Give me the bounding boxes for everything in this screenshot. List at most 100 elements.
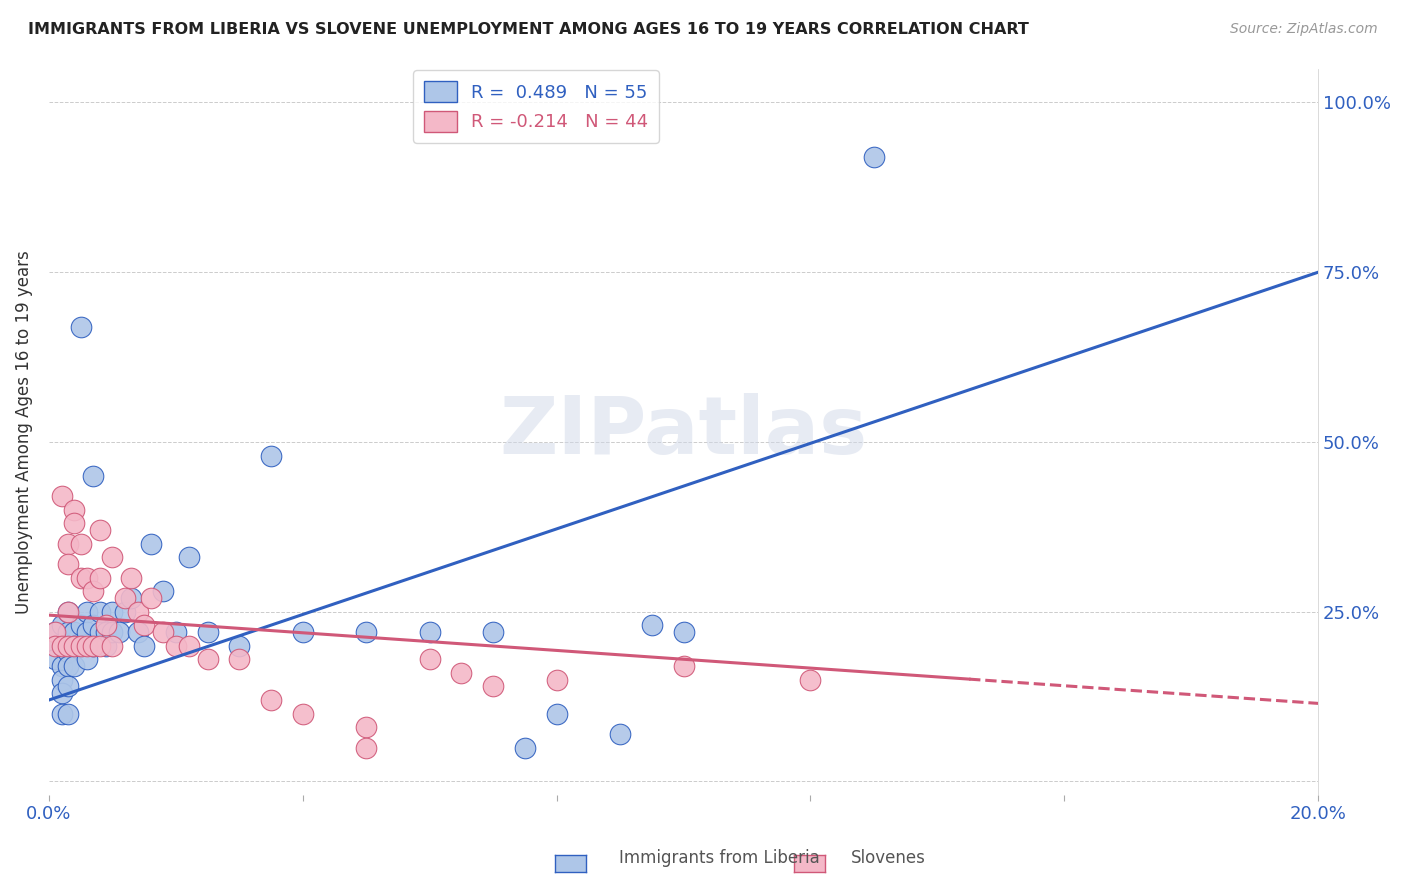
Point <box>114 605 136 619</box>
Point <box>197 652 219 666</box>
Point <box>44 625 66 640</box>
Point <box>127 625 149 640</box>
Point <box>51 639 73 653</box>
Point <box>56 558 79 572</box>
Point <box>546 706 568 721</box>
Point <box>260 693 283 707</box>
Point <box>94 625 117 640</box>
Point <box>101 625 124 640</box>
Point <box>44 652 66 666</box>
Point <box>863 150 886 164</box>
Point <box>63 659 86 673</box>
Point <box>139 591 162 606</box>
Y-axis label: Unemployment Among Ages 16 to 19 years: Unemployment Among Ages 16 to 19 years <box>15 250 32 614</box>
Point <box>56 645 79 659</box>
Point <box>419 652 441 666</box>
Point <box>672 625 695 640</box>
Point <box>482 625 505 640</box>
Point <box>127 605 149 619</box>
Point <box>56 659 79 673</box>
Point <box>76 639 98 653</box>
Point <box>56 680 79 694</box>
Point <box>51 639 73 653</box>
Point <box>356 740 378 755</box>
Point <box>51 489 73 503</box>
Point <box>177 639 200 653</box>
Point <box>197 625 219 640</box>
Point <box>228 652 250 666</box>
Point <box>641 618 664 632</box>
Point <box>291 625 314 640</box>
Point <box>51 686 73 700</box>
Point <box>482 680 505 694</box>
Point <box>89 605 111 619</box>
Point <box>101 550 124 565</box>
Point <box>69 639 91 653</box>
Point <box>94 639 117 653</box>
Point <box>56 639 79 653</box>
Point <box>56 605 79 619</box>
Point <box>69 618 91 632</box>
Point <box>94 618 117 632</box>
Point <box>76 625 98 640</box>
Point <box>89 571 111 585</box>
Point <box>82 469 104 483</box>
Point <box>51 673 73 687</box>
Point <box>121 571 143 585</box>
Point <box>139 537 162 551</box>
Point <box>82 639 104 653</box>
Point <box>51 706 73 721</box>
Point <box>228 639 250 653</box>
Point <box>419 625 441 640</box>
Point <box>356 720 378 734</box>
Point <box>76 571 98 585</box>
Point <box>260 449 283 463</box>
Point <box>51 659 73 673</box>
Point <box>63 639 86 653</box>
Point <box>44 625 66 640</box>
Text: Slovenes: Slovenes <box>851 849 925 867</box>
Point <box>672 659 695 673</box>
Point <box>152 625 174 640</box>
Text: IMMIGRANTS FROM LIBERIA VS SLOVENE UNEMPLOYMENT AMONG AGES 16 TO 19 YEARS CORREL: IMMIGRANTS FROM LIBERIA VS SLOVENE UNEMP… <box>28 22 1029 37</box>
Point <box>63 625 86 640</box>
Point <box>69 537 91 551</box>
Point <box>609 727 631 741</box>
Point <box>56 706 79 721</box>
Point <box>82 639 104 653</box>
Text: Immigrants from Liberia: Immigrants from Liberia <box>619 849 820 867</box>
Point <box>82 584 104 599</box>
Point <box>114 591 136 606</box>
Point <box>69 639 91 653</box>
Point <box>69 319 91 334</box>
Point <box>121 591 143 606</box>
Point <box>134 639 156 653</box>
Point <box>51 618 73 632</box>
Point <box>56 605 79 619</box>
Legend: R =  0.489   N = 55, R = -0.214   N = 44: R = 0.489 N = 55, R = -0.214 N = 44 <box>413 70 659 143</box>
Point <box>546 673 568 687</box>
Point <box>107 625 129 640</box>
Text: ZIPatlas: ZIPatlas <box>499 392 868 471</box>
Point <box>69 571 91 585</box>
Point <box>291 706 314 721</box>
Point <box>44 639 66 653</box>
Point <box>89 639 111 653</box>
Point <box>44 639 66 653</box>
Point <box>56 537 79 551</box>
Point <box>101 605 124 619</box>
Point <box>63 503 86 517</box>
Point <box>356 625 378 640</box>
Point <box>89 523 111 537</box>
Point <box>76 652 98 666</box>
Point <box>63 639 86 653</box>
Point <box>76 605 98 619</box>
Point <box>177 550 200 565</box>
Point <box>56 625 79 640</box>
Point <box>165 639 187 653</box>
Point <box>89 625 111 640</box>
Point <box>513 740 536 755</box>
Point <box>450 665 472 680</box>
Text: Source: ZipAtlas.com: Source: ZipAtlas.com <box>1230 22 1378 37</box>
Point <box>152 584 174 599</box>
